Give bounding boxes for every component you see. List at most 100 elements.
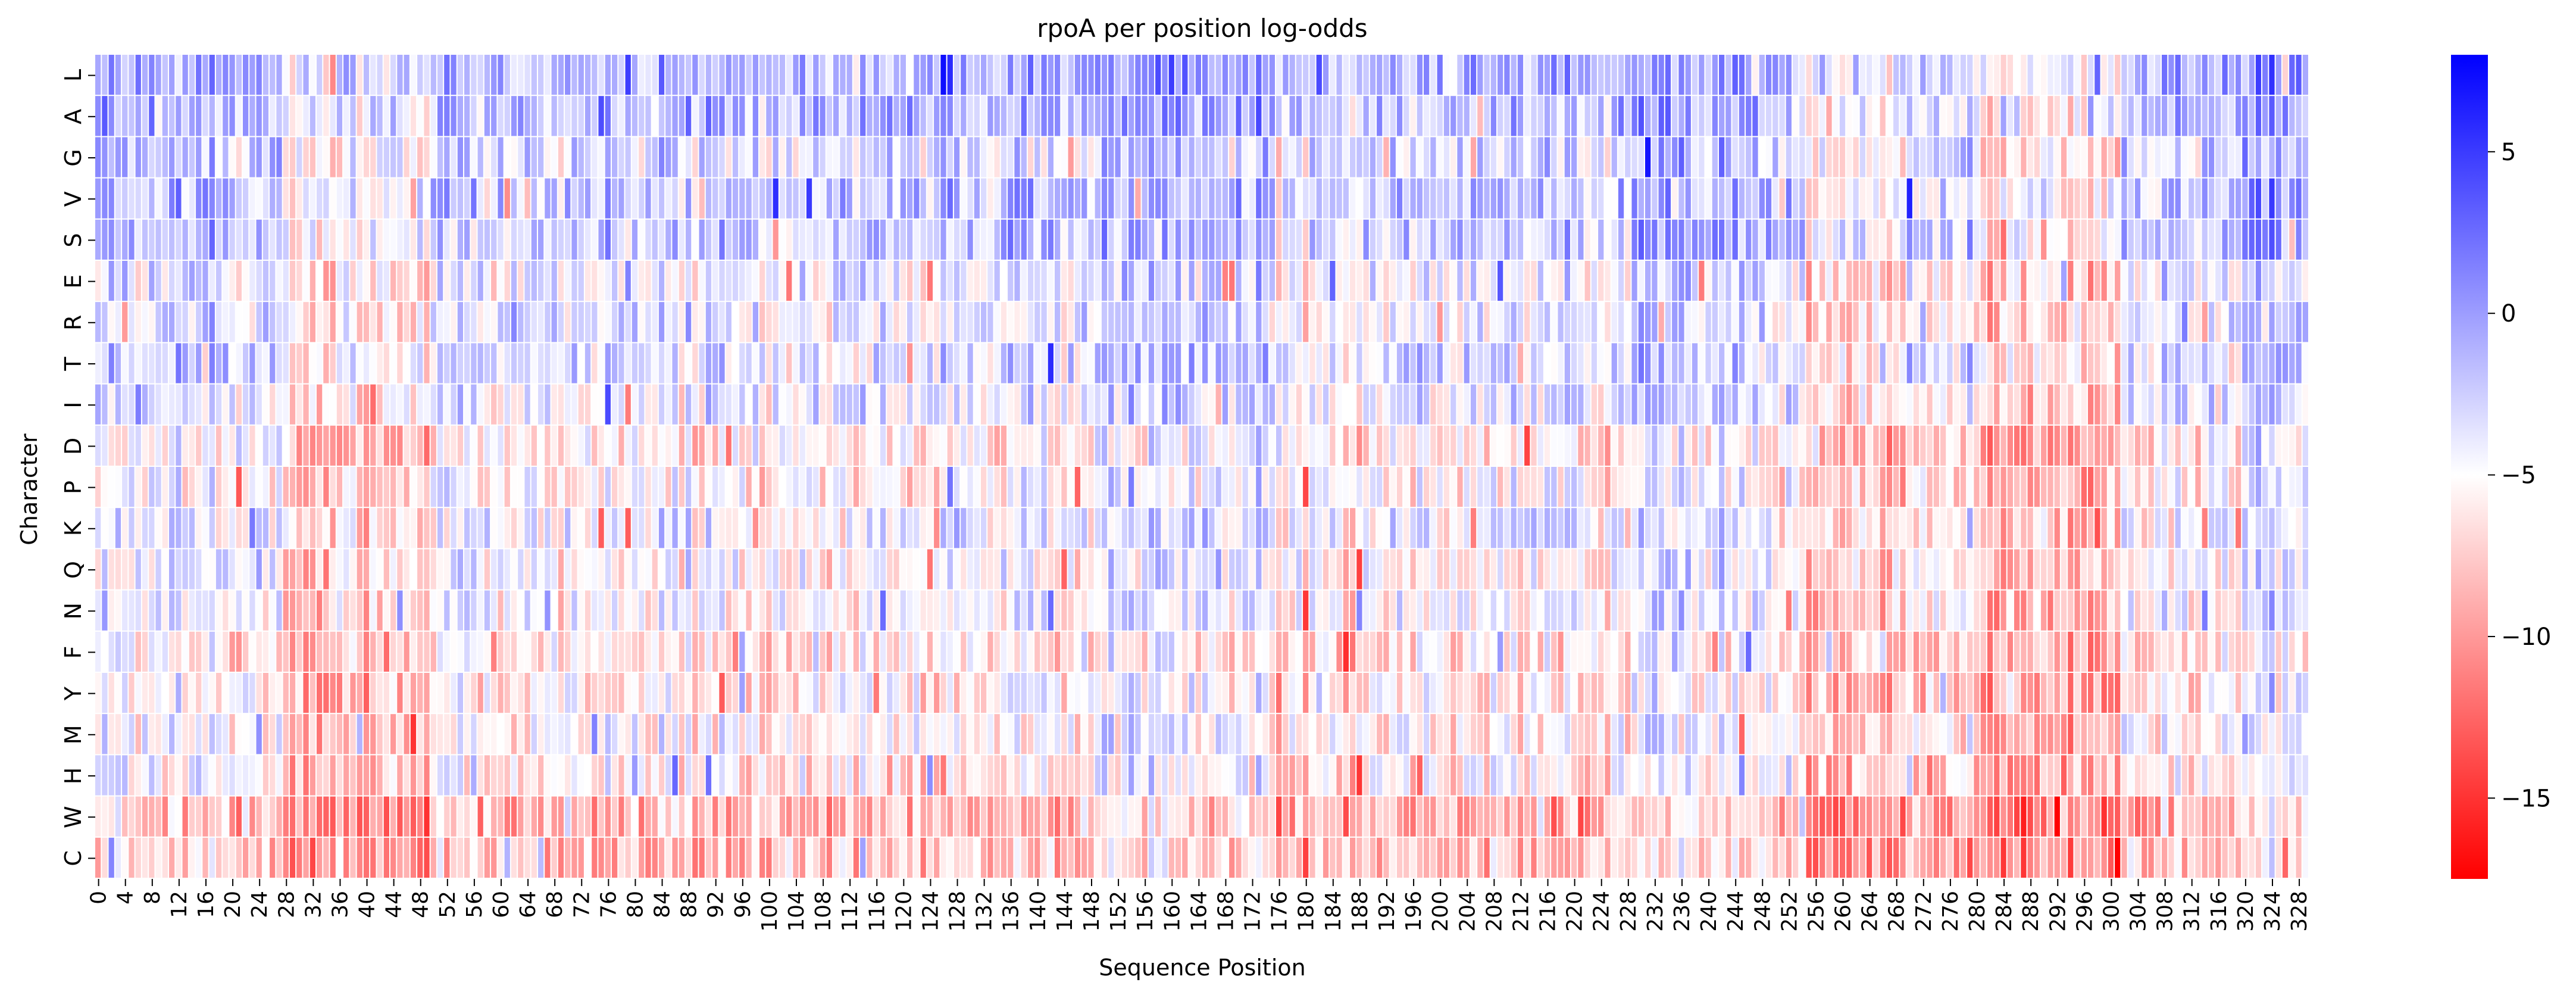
- heatmap-cell: [1490, 137, 1496, 177]
- heatmap-cell: [1853, 96, 1859, 136]
- heatmap-cell: [1524, 384, 1530, 425]
- heatmap-cell: [1685, 96, 1691, 136]
- heatmap-cell: [457, 590, 463, 631]
- heatmap-cell: [2249, 384, 2255, 425]
- heatmap-cell: [612, 425, 618, 466]
- heatmap-cell: [578, 508, 584, 548]
- heatmap-cell: [1833, 467, 1839, 507]
- heatmap-cell: [1215, 137, 1221, 177]
- heatmap-cell: [605, 467, 611, 507]
- heatmap-cell: [1269, 508, 1275, 548]
- heatmap-cell: [1363, 178, 1369, 219]
- heatmap-cell: [558, 590, 564, 631]
- heatmap-cell: [1262, 384, 1268, 425]
- heatmap-cell: [1853, 343, 1859, 383]
- heatmap-cell: [1631, 302, 1637, 342]
- heatmap-cell: [1739, 508, 1745, 548]
- heatmap-cell: [914, 425, 920, 466]
- heatmap-cell: [1289, 55, 1295, 95]
- heatmap-cell: [2155, 219, 2161, 260]
- heatmap-cell: [658, 631, 665, 672]
- heatmap-cell: [598, 261, 604, 301]
- heatmap-cell: [961, 508, 967, 548]
- heatmap-cell: [2175, 219, 2181, 260]
- heatmap-cell: [2061, 631, 2067, 672]
- heatmap-cell: [1242, 631, 1248, 672]
- heatmap-cell: [1658, 55, 1664, 95]
- heatmap-cell: [2041, 261, 2047, 301]
- heatmap-cell: [424, 343, 430, 383]
- heatmap-cell: [1598, 590, 1604, 631]
- heatmap-cell: [1055, 178, 1061, 219]
- heatmap-cell: [974, 549, 980, 590]
- heatmap-cell: [987, 508, 993, 548]
- heatmap-cell: [1222, 178, 1228, 219]
- heatmap-cell: [2115, 137, 2121, 177]
- heatmap-cell: [1712, 631, 1718, 672]
- heatmap-cell: [2148, 549, 2154, 590]
- heatmap-cell: [1746, 343, 1752, 383]
- heatmap-cell: [283, 673, 289, 713]
- heatmap-cell: [1537, 302, 1543, 342]
- heatmap-cell: [1101, 178, 1108, 219]
- heatmap-cell: [1498, 425, 1503, 466]
- heatmap-cell: [1189, 384, 1195, 425]
- heatmap-cell: [95, 302, 101, 342]
- heatmap-cell: [605, 508, 611, 548]
- heatmap-cell: [1383, 302, 1389, 342]
- heatmap-cell: [2222, 96, 2228, 136]
- heatmap-cell: [1793, 343, 1799, 383]
- heatmap-cell: [867, 508, 873, 548]
- heatmap-cell: [867, 425, 873, 466]
- heatmap-cell: [504, 96, 510, 136]
- heatmap-cell: [1584, 178, 1590, 219]
- heatmap-cell: [1900, 467, 1906, 507]
- heatmap-cell: [317, 508, 323, 548]
- heatmap-cell: [430, 384, 436, 425]
- heatmap-cell: [860, 384, 866, 425]
- heatmap-cell: [1229, 178, 1235, 219]
- heatmap-cell: [464, 261, 470, 301]
- heatmap-cell: [1249, 55, 1255, 95]
- heatmap-cell: [2054, 467, 2060, 507]
- heatmap-cell: [2236, 631, 2242, 672]
- heatmap-cell: [531, 425, 537, 466]
- heatmap-cell: [1443, 137, 1450, 177]
- heatmap-cell: [1699, 96, 1705, 136]
- heatmap-cell: [645, 467, 651, 507]
- heatmap-cell: [1008, 508, 1014, 548]
- heatmap-cell: [1652, 549, 1658, 590]
- heatmap-cell: [1175, 219, 1181, 260]
- heatmap-cell: [1974, 467, 1980, 507]
- heatmap-cell: [2128, 549, 2134, 590]
- heatmap-cell: [357, 261, 362, 301]
- heatmap-cell: [336, 673, 343, 713]
- heatmap-cell: [377, 425, 383, 466]
- heatmap-cell: [1652, 343, 1658, 383]
- heatmap-cell: [1215, 590, 1221, 631]
- heatmap-cell: [1873, 137, 1879, 177]
- heatmap-cell: [202, 467, 208, 507]
- heatmap-cell: [1906, 508, 1912, 548]
- heatmap-cell: [1034, 137, 1040, 177]
- heatmap-cell: [1021, 96, 1027, 136]
- heatmap-cell: [571, 261, 577, 301]
- heatmap-cell: [1383, 137, 1389, 177]
- heatmap-cell: [2195, 508, 2201, 548]
- heatmap-cell: [799, 219, 805, 260]
- heatmap-cell: [1772, 425, 1778, 466]
- heatmap-cell: [1826, 261, 1832, 301]
- heatmap-cell: [108, 302, 114, 342]
- heatmap-cell: [974, 467, 980, 507]
- heatmap-cell: [1913, 96, 1920, 136]
- heatmap-cell: [967, 590, 973, 631]
- heatmap-cell: [162, 343, 168, 383]
- heatmap-cell: [893, 302, 899, 342]
- heatmap-cell: [746, 590, 752, 631]
- heatmap-cell: [1746, 96, 1752, 136]
- heatmap-cell: [2202, 261, 2208, 301]
- heatmap-cell: [752, 549, 758, 590]
- heatmap-cell: [584, 549, 591, 590]
- heatmap-cell: [799, 508, 805, 548]
- heatmap-cell: [390, 219, 396, 260]
